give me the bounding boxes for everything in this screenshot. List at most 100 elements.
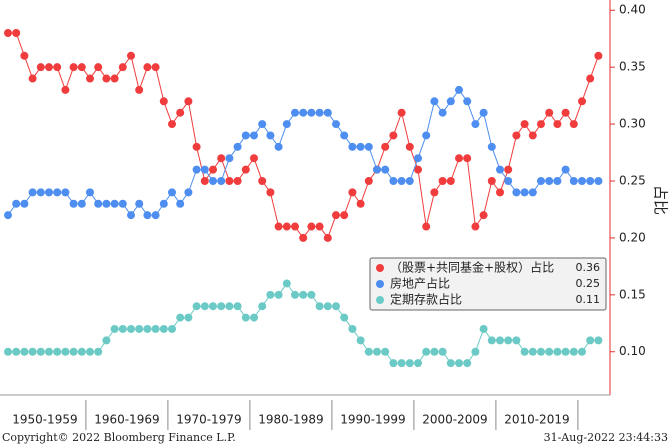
legend-value: 0.36 [576,261,601,274]
point [28,74,37,83]
point [561,165,570,174]
point [389,131,398,140]
point [151,211,160,220]
x-tick-label: 2010-2019 [504,413,569,427]
legend-label: 房地产占比 [390,276,450,291]
point [569,347,578,356]
point [348,188,357,197]
point [282,279,291,288]
y-tick-label: 0.35 [619,60,646,74]
legend-label: 定期存款占比 [390,292,462,307]
point [258,176,267,185]
point [266,188,275,197]
point [102,336,111,345]
point [537,176,545,185]
point [86,347,94,356]
point [209,165,217,174]
point [446,359,455,368]
y-tick-label: 0.20 [619,230,646,244]
y-tick-label: 0.25 [619,173,646,187]
point [184,97,193,106]
point [332,120,340,129]
point [496,188,504,197]
point [438,176,447,185]
point [479,211,488,220]
point [463,154,472,163]
point [479,108,488,117]
point [291,222,299,231]
point [512,336,521,345]
legend: （股票+共同基金+股权）占比 0.36 房地产占比 0.25 定期存款占比 0.11 [369,257,607,311]
point [69,347,78,356]
point [553,347,562,356]
point [118,324,127,333]
point [414,165,422,174]
point [340,211,349,220]
point [520,188,529,197]
point [430,97,439,106]
point [94,199,103,208]
point [487,336,496,345]
point [118,63,127,72]
point [94,347,103,356]
point [586,336,595,345]
legend-marker [376,264,384,272]
point [299,233,308,242]
point [110,74,119,83]
point [315,222,324,231]
point [299,108,308,117]
point [53,188,62,197]
point [159,97,168,106]
point [110,199,119,208]
point [332,302,340,311]
legend-value: 0.25 [576,277,601,290]
point [438,108,447,117]
point [77,199,86,208]
point [340,131,349,140]
point [36,347,45,356]
point [110,324,119,333]
point [266,131,275,140]
point [397,359,406,368]
point [143,324,152,333]
point [463,359,472,368]
point [12,199,21,208]
point [340,313,349,322]
point [168,120,176,129]
point [315,108,324,117]
point [135,199,144,208]
point [537,347,545,356]
point [143,211,152,220]
x-tick-label: 1980-1989 [258,413,323,427]
point [405,176,414,185]
point [86,74,94,83]
point [471,120,480,129]
legend-value: 0.11 [576,293,601,306]
point [192,165,201,174]
point [151,324,160,333]
point [430,347,439,356]
y-tick-label: 0.30 [619,117,646,131]
point [422,347,431,356]
point [414,359,422,368]
point [4,211,12,220]
point [528,131,537,140]
point [537,120,545,129]
legend-marker [376,280,384,288]
point [233,142,242,151]
point [217,154,226,163]
point [528,188,537,197]
point [545,108,554,117]
point [86,188,94,197]
point [94,63,103,72]
point [225,176,234,185]
point [143,63,152,72]
legend-box [369,257,607,311]
point [176,199,185,208]
point [28,188,37,197]
point [176,313,185,322]
point [20,51,29,60]
point [209,302,217,311]
point [45,63,53,72]
point [250,131,258,140]
